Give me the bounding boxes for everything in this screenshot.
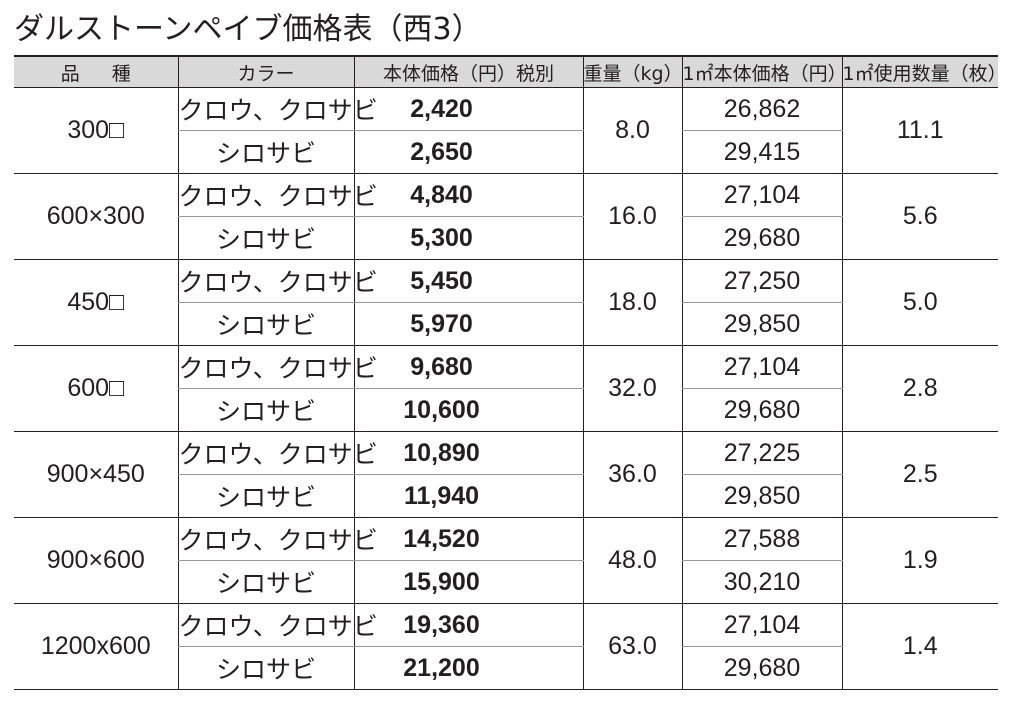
color-cell: シロサビ: [177, 560, 354, 604]
header-row: 品種 カラー 本体価格（円）税別 重量（kg） 1㎡本体価格（円） 1㎡使用数量…: [14, 55, 1007, 88]
qty-cell: 5.6: [841, 173, 998, 260]
table-row: シロサビ 2,650 29,415: [14, 130, 998, 174]
header-qty: 1㎡使用数量（枚）: [841, 55, 1007, 88]
price-cell: 10,890: [353, 431, 583, 475]
product-size-cell: 450□: [14, 259, 178, 346]
price-cell: 4,840: [353, 173, 583, 217]
table-row: 600□ クロウ、クロサビ 9,680 32.0 27,104 2.8: [14, 345, 998, 432]
sqm-price-cell: 26,862: [681, 87, 842, 131]
header-hinshu: 品種: [14, 55, 178, 88]
color-cell: クロウ、クロサビ: [177, 431, 378, 475]
price-cell: 5,450: [353, 259, 583, 303]
color-cell: シロサビ: [177, 130, 354, 174]
product-size-cell: 600×300: [14, 173, 178, 260]
price-cell: 11,940: [353, 474, 583, 518]
color-cell: シロサビ: [177, 302, 354, 346]
color-cell: クロウ、クロサビ: [177, 345, 378, 389]
product-size-cell: 900×450: [14, 431, 178, 518]
sqm-price-cell: 29,680: [681, 216, 842, 260]
table-row: 600×300 クロウ、クロサビ 4,840 16.0 27,104 5.6: [14, 173, 998, 260]
product-size-cell: 1200x600: [14, 603, 178, 690]
page-title: ダルストーンペイブ価格表（西3）: [14, 12, 482, 47]
header-weight: 重量（kg）: [582, 55, 683, 88]
sqm-price-cell: 27,588: [681, 517, 842, 561]
product-size-cell: 900×600: [14, 517, 178, 604]
color-cell: シロサビ: [177, 216, 354, 260]
price-cell: 2,650: [353, 130, 583, 174]
color-cell: クロウ、クロサビ: [177, 173, 378, 217]
price-cell: 19,360: [353, 603, 583, 647]
qty-cell: 1.9: [841, 517, 998, 604]
table-row: シロサビ 11,940 29,850: [14, 474, 998, 518]
sqm-price-cell: 27,250: [681, 259, 842, 303]
table-row: 900×600 クロウ、クロサビ 14,520 48.0 27,588 1.9: [14, 517, 998, 604]
sqm-price-cell: 27,104: [681, 345, 842, 389]
color-cell: クロウ、クロサビ: [177, 603, 378, 647]
sqm-price-cell: 27,104: [681, 173, 842, 217]
sqm-price-cell: 29,850: [681, 302, 842, 346]
price-cell: 14,520: [353, 517, 583, 561]
price-cell: 5,970: [353, 302, 583, 346]
sqm-price-cell: 27,225: [681, 431, 842, 475]
qty-cell: 5.0: [841, 259, 998, 346]
qty-cell: 1.4: [841, 603, 998, 690]
sqm-price-cell: 29,680: [681, 646, 842, 690]
weight-cell: 63.0: [582, 603, 682, 690]
table-body: 300□ クロウ、クロサビ 2,420 8.0 26,862 11.1 シロサビ 2,650 2…: [14, 87, 998, 690]
price-cell: 2,420: [353, 87, 583, 131]
table-row: シロサビ 10,600 29,680: [14, 388, 998, 432]
color-cell: シロサビ: [177, 474, 354, 518]
weight-cell: 16.0: [582, 173, 682, 260]
table-row: 1200x600 クロウ、クロサビ 19,360 63.0 27,104 1.4: [14, 603, 998, 690]
sqm-price-cell: 27,104: [681, 603, 842, 647]
weight-cell: 18.0: [582, 259, 682, 346]
qty-cell: 2.8: [841, 345, 998, 432]
table-row: 300□ クロウ、クロサビ 2,420 8.0 26,862 11.1: [14, 87, 998, 174]
sqm-price-cell: 30,210: [681, 560, 842, 604]
sqm-price-cell: 29,850: [681, 474, 842, 518]
product-size-cell: 600□: [14, 345, 178, 432]
color-cell: クロウ、クロサビ: [177, 87, 378, 131]
color-cell: クロウ、クロサビ: [177, 517, 378, 561]
table-row: 450□ クロウ、クロサビ 5,450 18.0 27,250 5.0: [14, 259, 998, 346]
weight-cell: 32.0: [582, 345, 682, 432]
color-cell: シロサビ: [177, 388, 354, 432]
header-color: カラー: [177, 55, 354, 88]
table-row: 900×450 クロウ、クロサビ 10,890 36.0 27,225 2.5: [14, 431, 998, 518]
table-row: シロサビ 5,300 29,680: [14, 216, 998, 260]
price-cell: 5,300: [353, 216, 583, 260]
color-cell: シロサビ: [177, 646, 354, 690]
sqm-price-cell: 29,680: [681, 388, 842, 432]
price-cell: 9,680: [353, 345, 583, 389]
price-cell: 21,200: [353, 646, 583, 690]
sqm-price-cell: 29,415: [681, 130, 842, 174]
product-size-cell: 300□: [14, 87, 178, 174]
weight-cell: 8.0: [582, 87, 682, 174]
price-cell: 10,600: [353, 388, 583, 432]
color-cell: クロウ、クロサビ: [177, 259, 378, 303]
price-table: 品種 カラー 本体価格（円）税別 重量（kg） 1㎡本体価格（円） 1㎡使用数量…: [14, 55, 1007, 690]
qty-cell: 2.5: [841, 431, 998, 518]
table-row: シロサビ 15,900 30,210: [14, 560, 998, 604]
qty-cell: 11.1: [841, 87, 998, 174]
header-sqm-price: 1㎡本体価格（円）: [681, 55, 847, 88]
weight-cell: 48.0: [582, 517, 682, 604]
header-price: 本体価格（円）税別: [353, 55, 583, 88]
price-cell: 15,900: [353, 560, 583, 604]
weight-cell: 36.0: [582, 431, 682, 518]
table-row: シロサビ 5,970 29,850: [14, 302, 998, 346]
table-row: シロサビ 21,200 29,680: [14, 646, 998, 690]
